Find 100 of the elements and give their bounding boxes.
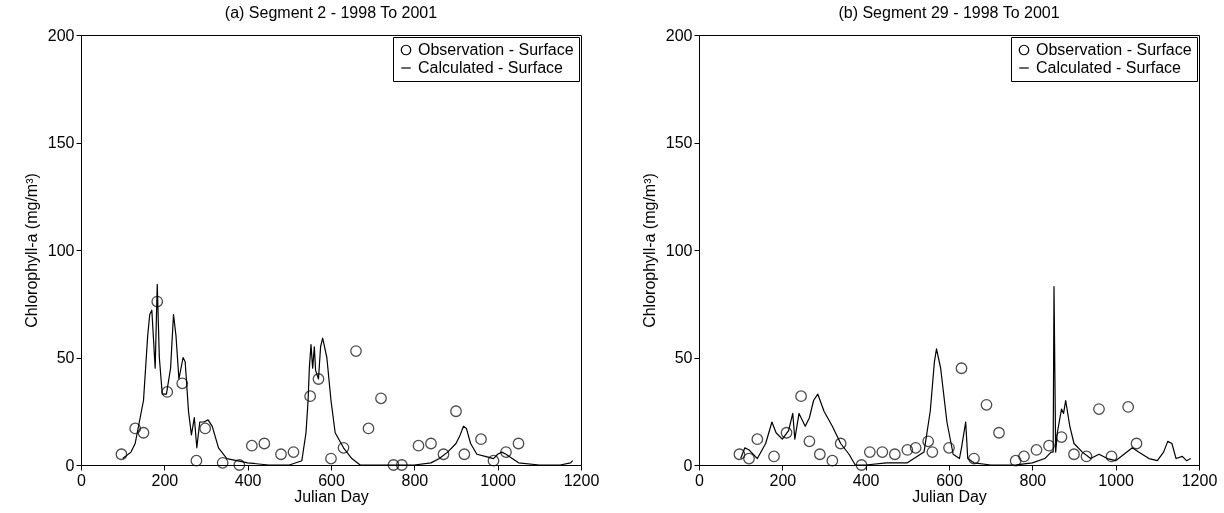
x-tick-label: 400 xyxy=(234,471,262,489)
point xyxy=(980,398,993,411)
y-tick-label: 150 xyxy=(665,134,693,151)
point xyxy=(233,459,246,471)
legend-label: Calculated - Surface xyxy=(418,59,564,76)
legend-label: Calculated - Surface xyxy=(1036,59,1182,76)
point xyxy=(458,448,471,461)
point xyxy=(512,437,525,450)
point xyxy=(1055,431,1068,443)
point xyxy=(437,448,450,461)
y-axis-title: Chlorophyll-a (mg/m³) xyxy=(640,173,658,328)
y-tick-label: 50 xyxy=(56,349,75,366)
point xyxy=(803,435,816,448)
point xyxy=(1122,401,1135,413)
x-tick-label: 1200 xyxy=(563,471,600,489)
point xyxy=(475,433,487,446)
point xyxy=(199,422,212,435)
y-tick-label: 100 xyxy=(47,241,75,259)
x-tick-label: 1000 xyxy=(1098,471,1135,489)
point xyxy=(287,446,300,458)
point xyxy=(337,441,350,454)
point xyxy=(137,426,150,439)
y-tick-label: 100 xyxy=(665,241,693,259)
point xyxy=(312,373,325,385)
point xyxy=(855,459,868,471)
y-tick-label: 200 xyxy=(47,26,75,44)
x-tick-label: 800 xyxy=(401,471,429,489)
chart-title: (b) Segment 29 - 1998 To 2001 xyxy=(838,4,1060,21)
point xyxy=(751,433,764,446)
point xyxy=(1130,437,1143,450)
point xyxy=(245,439,258,452)
point xyxy=(901,444,914,456)
x-tick-label: 0 xyxy=(77,471,87,489)
point xyxy=(795,390,807,403)
y-axis-title: Chlorophyll-a (mg/m³) xyxy=(22,173,40,328)
point xyxy=(190,454,203,467)
x-tick-label: 200 xyxy=(151,471,179,489)
point xyxy=(395,459,408,471)
point xyxy=(909,441,922,454)
y-tick-label: 200 xyxy=(665,26,693,44)
point xyxy=(425,437,437,450)
point xyxy=(325,452,337,465)
y-tick-label: 50 xyxy=(674,349,693,366)
point xyxy=(115,448,128,461)
point xyxy=(275,448,287,461)
x-axis-title: Julian Day xyxy=(294,487,369,505)
x-axis-title: Julian Day xyxy=(912,487,987,505)
point xyxy=(888,448,901,461)
point xyxy=(176,377,189,390)
point xyxy=(768,450,780,463)
point xyxy=(1009,454,1022,467)
y-tick-label: 0 xyxy=(683,456,693,474)
point xyxy=(780,426,793,439)
point xyxy=(1030,444,1043,456)
x-tick-label: 200 xyxy=(769,471,797,489)
point xyxy=(876,446,889,458)
x-tick-label: 1000 xyxy=(480,471,517,489)
point xyxy=(922,435,935,448)
point xyxy=(863,446,876,458)
point xyxy=(955,362,968,375)
point xyxy=(161,386,174,398)
point xyxy=(733,448,746,461)
point xyxy=(1093,403,1105,415)
point xyxy=(304,390,317,403)
point xyxy=(1018,450,1030,463)
point xyxy=(834,437,847,450)
point xyxy=(487,454,500,467)
x-tick-label: 800 xyxy=(1019,471,1047,489)
chart-title: (a) Segment 2 - 1998 To 2001 xyxy=(224,4,438,21)
point xyxy=(362,422,375,435)
point xyxy=(151,295,164,308)
point xyxy=(129,422,142,435)
x-tick-label: 1200 xyxy=(1181,471,1218,489)
point xyxy=(350,345,362,357)
y-tick-label: 150 xyxy=(47,134,75,151)
y-tick-label: 0 xyxy=(65,456,75,474)
point xyxy=(968,452,980,465)
point xyxy=(1043,439,1055,452)
point xyxy=(258,437,271,450)
legend-label: Observation - Surface xyxy=(418,41,574,58)
point xyxy=(993,426,1005,439)
point xyxy=(387,459,400,471)
point xyxy=(743,452,755,465)
point xyxy=(375,392,387,405)
point xyxy=(1080,450,1093,463)
point xyxy=(943,441,955,454)
point xyxy=(826,454,839,467)
x-tick-label: 600 xyxy=(318,471,345,489)
point xyxy=(1105,450,1118,463)
point xyxy=(412,439,425,452)
point xyxy=(450,405,462,418)
x-tick-label: 600 xyxy=(936,471,963,489)
x-tick-label: 0 xyxy=(695,471,705,489)
point xyxy=(926,446,939,458)
legend-label: Observation - Surface xyxy=(1036,41,1192,58)
point xyxy=(500,446,512,458)
point xyxy=(813,448,826,461)
point xyxy=(216,456,229,469)
x-tick-label: 400 xyxy=(852,471,880,489)
point xyxy=(1068,448,1080,461)
